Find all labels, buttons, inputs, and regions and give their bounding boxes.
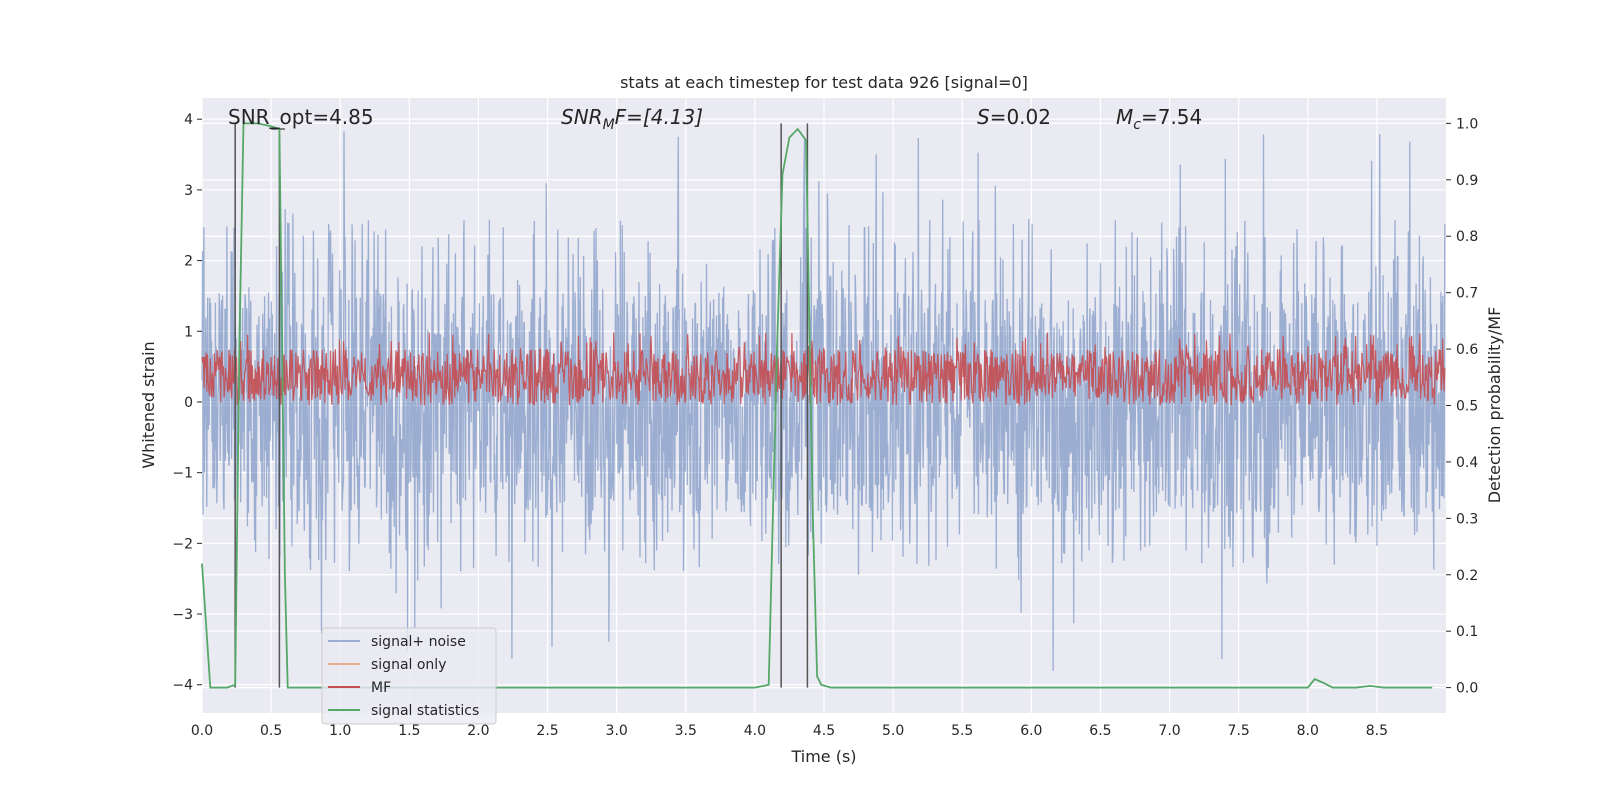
x-axis-label: Time (s) — [790, 747, 856, 766]
y-left-tick-label: 3 — [184, 183, 193, 199]
legend: signal+ noise signal only MF signal stat… — [321, 627, 497, 725]
y-left-tick-label: 0 — [184, 395, 193, 411]
y-axis-label-right: Detection probability/MF — [1485, 307, 1504, 504]
y-left-tick-label: −2 — [172, 536, 193, 552]
x-tick-label: 0.5 — [260, 723, 282, 739]
x-tick-label: 7.0 — [1158, 723, 1180, 739]
x-tick-label: 4.5 — [813, 723, 835, 739]
x-tick-label: 8.0 — [1297, 723, 1319, 739]
y-right-tick-label: 1.0 — [1456, 116, 1478, 132]
y-right-tick-label: 0.6 — [1456, 342, 1478, 358]
annotation-snr-mf-sub: M — [603, 117, 615, 133]
legend-box — [321, 627, 497, 725]
y-right-tick-label: 0.5 — [1456, 399, 1478, 415]
series-signal-noise — [201, 131, 1446, 671]
annotation-snr-opt: SNR_opt=4.85 — [228, 105, 374, 129]
y-left-tick-label: −3 — [172, 607, 193, 623]
annotation-snr-mf-main: SNR — [561, 105, 603, 129]
vertical-markers — [234, 123, 809, 688]
y-left-tick-label: −4 — [172, 678, 193, 694]
y-right-tick-label: 0.8 — [1456, 229, 1478, 245]
x-tick-label: 1.0 — [329, 723, 351, 739]
x-tick-label: 4.0 — [744, 723, 766, 739]
y-right-tick-label: 0.2 — [1456, 568, 1478, 584]
annotation-s-label: S — [977, 105, 990, 129]
x-tick-label: 2.5 — [536, 723, 558, 739]
x-tick-label: 8.5 — [1366, 723, 1388, 739]
y-right-tick-label: 0.0 — [1456, 681, 1478, 697]
y-right-tick-label: 0.9 — [1456, 173, 1478, 189]
annotation-mc-main: M — [1116, 105, 1133, 129]
y-left-tick-label: 4 — [184, 112, 193, 128]
mf-line — [201, 332, 1446, 407]
x-tick-label: 6.0 — [1020, 723, 1042, 739]
x-tick-label: 7.5 — [1228, 723, 1250, 739]
y-right-tick-label: 0.4 — [1456, 455, 1478, 471]
x-tick-label: 5.0 — [882, 723, 904, 739]
legend-label-signal-statistics: signal statistics — [371, 703, 479, 719]
annotation-s-value: =0.02 — [990, 105, 1051, 129]
legend-label-signal-only: signal only — [371, 657, 446, 673]
x-tick-label: 1.5 — [398, 723, 420, 739]
annotation-s: S=0.02 — [977, 105, 1051, 129]
annotation-mc-sub: c — [1133, 117, 1141, 133]
y-axis-label-left: Whitened strain — [139, 341, 158, 468]
legend-label-mf: MF — [371, 680, 391, 696]
legend-label-signal-noise: signal+ noise — [371, 634, 466, 650]
chart-title: stats at each timestep for test data 926… — [620, 73, 1028, 92]
x-tick-label: 2.0 — [467, 723, 489, 739]
series-mf — [201, 332, 1446, 407]
y-left-tick-label: −1 — [172, 466, 193, 482]
y-left-tick-label: 2 — [184, 254, 193, 270]
y-right-tick-label: 0.1 — [1456, 624, 1478, 640]
x-tick-label: 3.5 — [675, 723, 697, 739]
x-tick-label: 0.0 — [191, 723, 213, 739]
annotation-mc-value: =7.54 — [1141, 105, 1202, 129]
signal-noise-line — [201, 131, 1446, 671]
axes: 0.0 0.5 1.0 1.5 2.0 2.5 3.0 3.5 4.0 4.5 5.0 5.5 6.0 6… — [172, 112, 1478, 739]
y-right-tick-label: 0.3 — [1456, 511, 1478, 527]
series-signal-statistics — [201, 122, 1433, 689]
x-tick-label: 6.5 — [1089, 723, 1111, 739]
annotation-mc: Mc=7.54 — [1116, 105, 1202, 133]
y-right-tick-label: 0.7 — [1456, 286, 1478, 302]
x-tick-label: 3.0 — [606, 723, 628, 739]
annotation-snr-mf-tail: F=[4.13] — [615, 105, 703, 129]
y-left-tick-label: 1 — [184, 324, 193, 340]
annotation-snr-mf: SNRMF=[4.13] — [561, 105, 703, 133]
signal-statistics-line — [201, 122, 1433, 689]
x-tick-label: 5.5 — [951, 723, 973, 739]
